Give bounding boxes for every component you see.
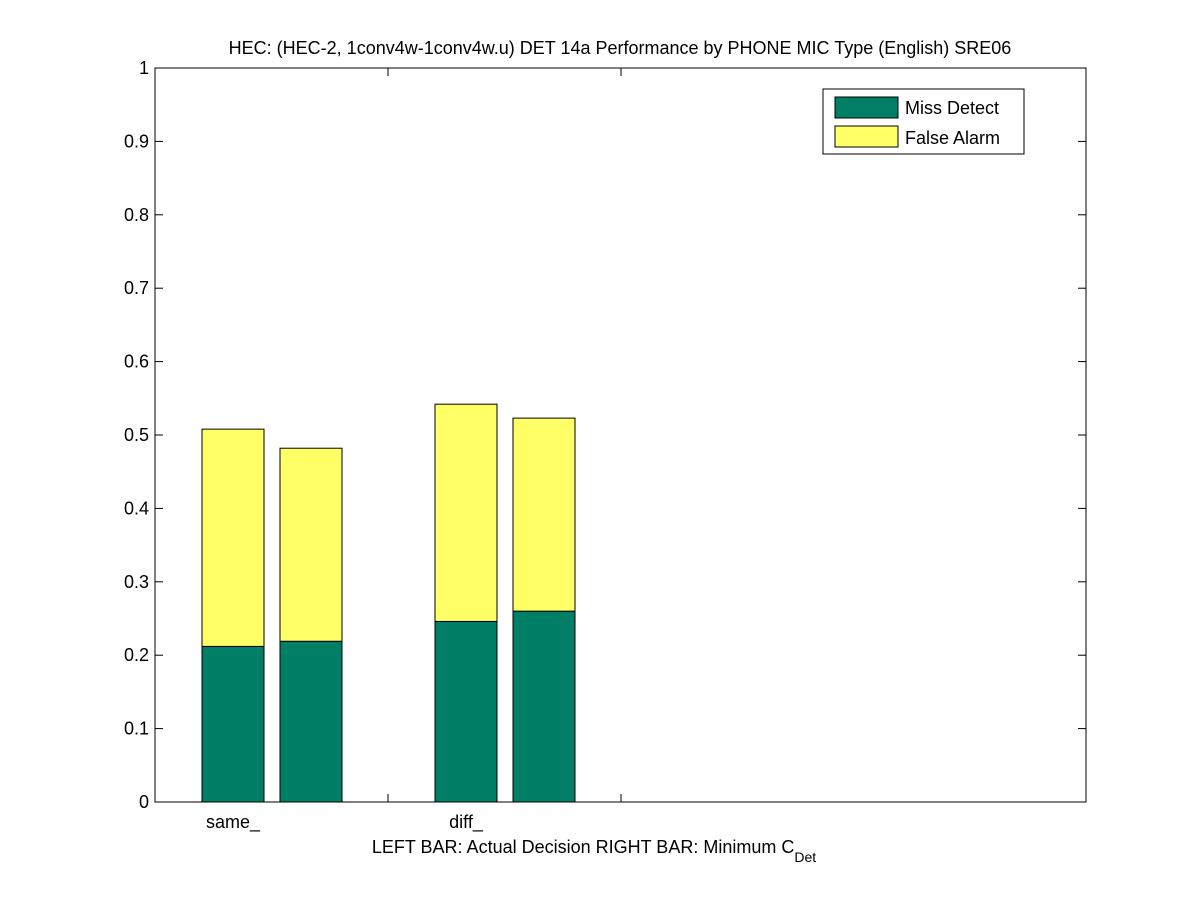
x-axis-label: LEFT BAR: Actual Decision RIGHT BAR: Min… [372,837,816,865]
y-axis: 0 0.1 0.2 0.3 0.4 0.5 0.6 0.7 0.8 0.9 1 [124,58,1086,812]
bar-diff-actual-false-alarm [434,403,498,622]
legend: Miss Detect False Alarm [822,88,1025,155]
legend-label-false-alarm: False Alarm [905,128,1000,148]
y-tick-label: 0.6 [124,352,149,372]
y-tick-label: 0.7 [124,278,149,298]
bar-diff-actual-miss-detect [434,620,498,803]
x-axis-label-subscript: Det [794,849,816,865]
bar-diff-minimum-miss-detect [512,610,576,803]
bar-same-actual-miss-detect [201,645,265,803]
y-tick-label: 0.4 [124,498,149,518]
x-axis-label-left: LEFT BAR: Actual Decision [372,837,591,857]
y-tick-label: 0.5 [124,425,149,445]
legend-label-miss-detect: Miss Detect [905,98,999,118]
x-tick-label: same_ [206,812,261,833]
bar-same-actual-false-alarm [201,428,265,647]
bars [201,403,576,803]
x-axis: same_ diff_ [206,68,622,833]
y-tick-label: 0.2 [124,645,149,665]
bar-diff-minimum-false-alarm [512,417,576,612]
x-axis-label-right: RIGHT BAR: Minimum C [596,837,795,857]
legend-swatch-false-alarm [834,125,899,148]
y-tick-label: 0.8 [124,205,149,225]
bar-same-minimum-miss-detect [279,640,343,803]
x-tick-label: diff_ [449,812,484,833]
legend-swatch-miss-detect [834,96,899,119]
y-tick-label: 1 [139,58,149,78]
y-tick-label: 0.9 [124,131,149,151]
bar-same-minimum-false-alarm [279,447,343,642]
y-tick-label: 0 [139,792,149,812]
chart-title: HEC: (HEC-2, 1conv4w-1conv4w.u) DET 14a … [229,38,1012,58]
y-tick-label: 0.3 [124,572,149,592]
y-tick-label: 0.1 [124,719,149,739]
